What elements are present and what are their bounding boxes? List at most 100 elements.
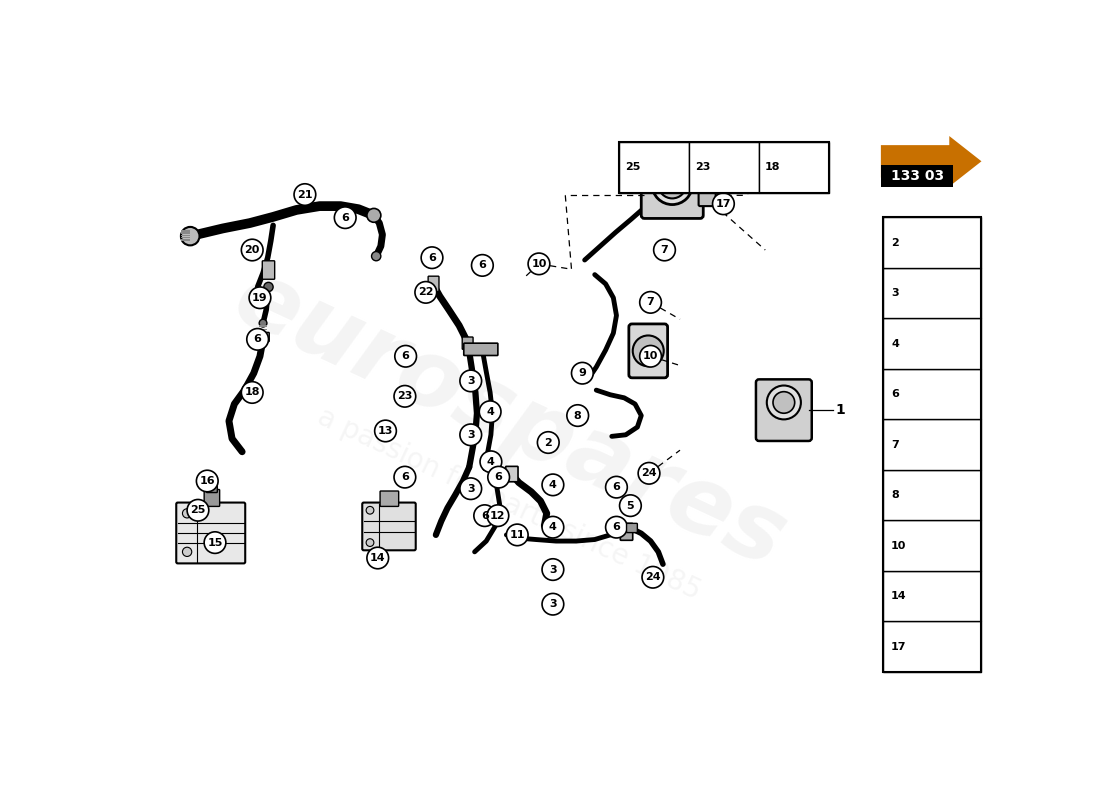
Bar: [619, 142, 689, 193]
Text: 6: 6: [400, 472, 409, 482]
Text: 8: 8: [574, 410, 582, 421]
Circle shape: [606, 517, 627, 538]
Circle shape: [640, 291, 661, 313]
Text: 25: 25: [626, 162, 640, 173]
Circle shape: [632, 335, 663, 366]
Circle shape: [542, 474, 564, 496]
Text: 6: 6: [254, 334, 262, 344]
Circle shape: [205, 532, 225, 554]
FancyBboxPatch shape: [176, 502, 245, 563]
Circle shape: [666, 178, 679, 190]
Circle shape: [421, 247, 443, 269]
Circle shape: [197, 470, 218, 492]
Polygon shape: [881, 136, 981, 186]
Bar: [883, 318, 981, 369]
Bar: [883, 419, 981, 470]
Text: 13: 13: [377, 426, 393, 436]
Text: 10: 10: [642, 351, 658, 362]
Circle shape: [653, 239, 675, 261]
Bar: [883, 268, 981, 318]
Bar: [759, 142, 829, 193]
Text: a passion for parts since 1985: a passion for parts since 1985: [314, 402, 705, 606]
Bar: [260, 329, 267, 330]
FancyBboxPatch shape: [207, 482, 218, 493]
Text: 6: 6: [613, 522, 620, 532]
Text: 8: 8: [891, 490, 899, 500]
Text: 17: 17: [716, 198, 732, 209]
Text: 12: 12: [491, 510, 506, 521]
Circle shape: [472, 254, 493, 276]
Text: 16: 16: [199, 476, 216, 486]
Text: 3: 3: [891, 288, 899, 298]
Text: 3: 3: [466, 484, 474, 494]
FancyBboxPatch shape: [362, 502, 416, 550]
Circle shape: [334, 207, 356, 229]
Circle shape: [638, 462, 660, 484]
Bar: [180, 237, 190, 238]
Circle shape: [619, 495, 641, 517]
FancyBboxPatch shape: [641, 160, 703, 218]
Circle shape: [487, 466, 509, 488]
Circle shape: [640, 346, 661, 367]
Circle shape: [367, 209, 381, 222]
Circle shape: [180, 227, 199, 246]
Text: 18: 18: [766, 162, 781, 173]
Text: 3: 3: [549, 565, 557, 574]
Text: 15: 15: [207, 538, 222, 547]
Text: 3: 3: [466, 430, 474, 440]
Text: 14: 14: [370, 553, 386, 563]
Circle shape: [506, 524, 528, 546]
Circle shape: [538, 432, 559, 454]
Circle shape: [366, 538, 374, 546]
Text: 2: 2: [891, 238, 899, 248]
Circle shape: [542, 558, 564, 580]
Circle shape: [773, 392, 794, 414]
Circle shape: [372, 251, 381, 261]
Circle shape: [480, 451, 502, 473]
Circle shape: [394, 466, 416, 488]
Circle shape: [542, 594, 564, 615]
Text: 25: 25: [190, 506, 206, 515]
Text: 6: 6: [428, 253, 436, 262]
Text: 3: 3: [549, 599, 557, 610]
Text: 11: 11: [509, 530, 525, 540]
Text: 24: 24: [641, 468, 657, 478]
Text: 6: 6: [481, 510, 488, 521]
Circle shape: [460, 478, 482, 499]
FancyBboxPatch shape: [629, 324, 668, 378]
Text: 17: 17: [891, 642, 906, 652]
Text: 6: 6: [341, 213, 349, 222]
Text: 5: 5: [627, 501, 635, 510]
Circle shape: [375, 420, 396, 442]
FancyBboxPatch shape: [698, 185, 716, 206]
Circle shape: [713, 193, 735, 214]
Circle shape: [542, 517, 564, 538]
Text: eurospares: eurospares: [219, 251, 800, 587]
Circle shape: [249, 287, 271, 309]
Circle shape: [183, 547, 191, 557]
Text: 6: 6: [402, 351, 409, 362]
Text: 9: 9: [579, 368, 586, 378]
Bar: [260, 326, 267, 327]
Circle shape: [394, 386, 416, 407]
Bar: [180, 234, 190, 236]
FancyBboxPatch shape: [464, 343, 498, 355]
Text: 133 03: 133 03: [891, 169, 944, 183]
Text: 10: 10: [531, 259, 547, 269]
FancyBboxPatch shape: [205, 490, 220, 506]
Circle shape: [474, 505, 495, 526]
Bar: [260, 332, 267, 333]
Bar: [883, 622, 981, 672]
Bar: [883, 218, 981, 268]
Circle shape: [241, 239, 263, 261]
Circle shape: [480, 401, 501, 422]
Text: 20: 20: [244, 245, 260, 255]
FancyBboxPatch shape: [627, 523, 637, 533]
FancyBboxPatch shape: [262, 261, 275, 279]
Text: 14: 14: [891, 591, 906, 601]
FancyBboxPatch shape: [257, 332, 270, 342]
Text: 6: 6: [478, 261, 486, 270]
Text: 10: 10: [891, 541, 906, 550]
Circle shape: [460, 424, 482, 446]
Circle shape: [415, 282, 437, 303]
